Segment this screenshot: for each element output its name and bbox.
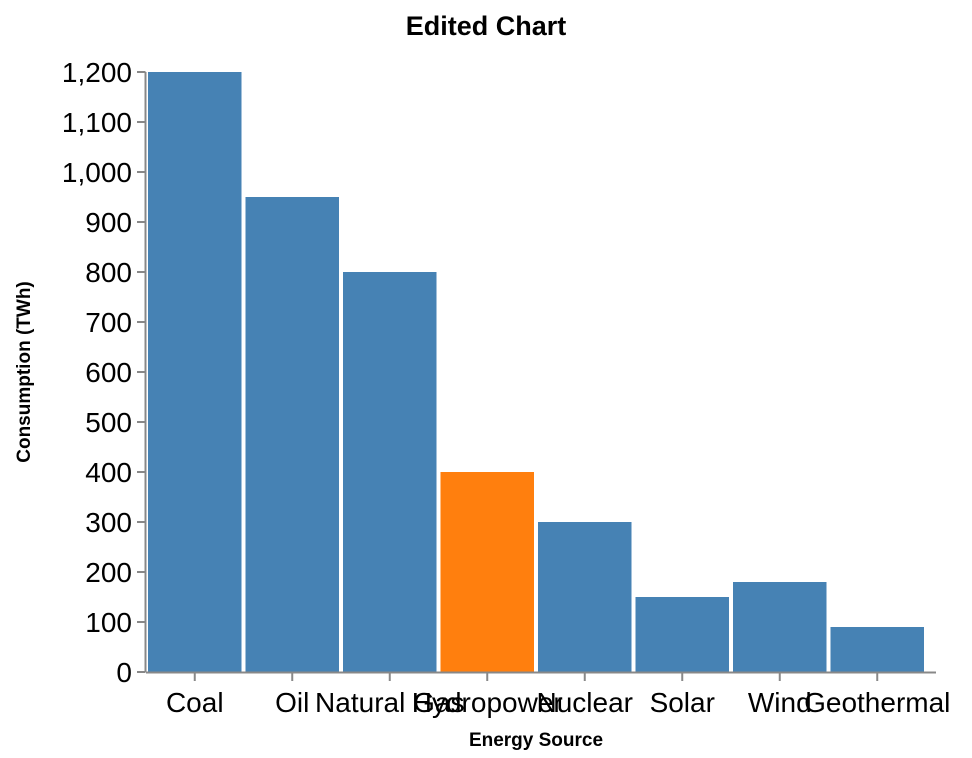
y-tick-label-0: 0 (116, 657, 132, 688)
bars-group (148, 72, 924, 672)
y-tick-label-1200: 1,200 (62, 57, 132, 88)
bar-coal (148, 72, 242, 672)
bar-oil (245, 197, 339, 672)
x-tick-label-nuclear: Nuclear (537, 687, 633, 718)
y-tick-label-200: 200 (85, 557, 132, 588)
x-tick-label-wind: Wind (748, 687, 812, 718)
y-axis-title: Consumption (TWh) (14, 281, 35, 463)
y-tick-label-500: 500 (85, 407, 132, 438)
bar-nuclear (538, 522, 632, 672)
y-tick-label-900: 900 (85, 207, 132, 238)
y-tick-label-800: 800 (85, 257, 132, 288)
y-tick-label-700: 700 (85, 307, 132, 338)
bar-hydropower (440, 472, 534, 672)
x-tick-label-solar: Solar (650, 687, 715, 718)
y-tick-label-400: 400 (85, 457, 132, 488)
chart-title: Edited Chart (406, 11, 567, 41)
x-tick-label-coal: Coal (166, 687, 224, 718)
x-tick-label-hydropower: Hydropower (412, 687, 563, 718)
y-tick-label-1100: 1,100 (62, 107, 132, 138)
bar-solar (635, 597, 729, 672)
x-axis-title: Energy Source (469, 730, 603, 751)
y-tick-label-600: 600 (85, 357, 132, 388)
y-tick-label-1000: 1,000 (62, 157, 132, 188)
y-axis: 0 100 200 300 400 500 600 700 800 900 1,000 1,100 1,… (62, 57, 147, 688)
bar-geothermal (830, 627, 924, 672)
bar-natural-gas (343, 272, 437, 672)
y-tick-label-100: 100 (85, 607, 132, 638)
x-tick-label-natural-gas: Natural Gas (315, 687, 464, 718)
x-tick-label-geothermal: Geothermal (804, 687, 950, 718)
bar-wind (733, 582, 827, 672)
x-tick-label-oil: Oil (275, 687, 309, 718)
y-tick-label-300: 300 (85, 507, 132, 538)
